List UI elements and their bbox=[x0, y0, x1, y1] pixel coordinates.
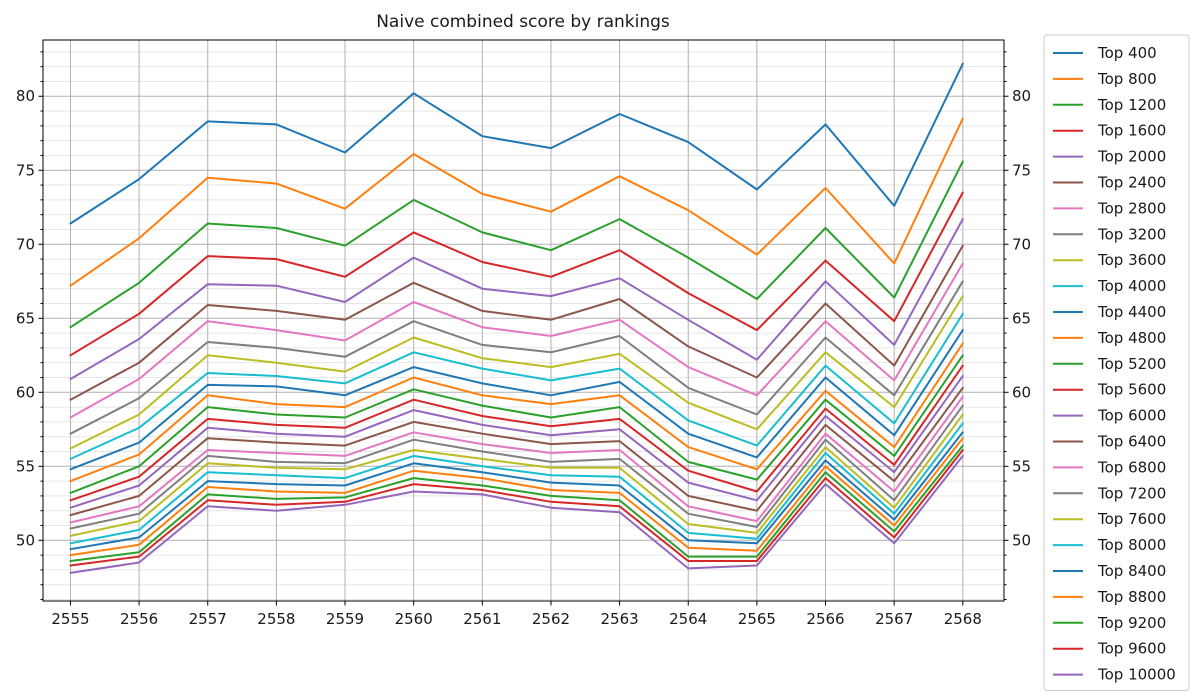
legend-label: Top 3600 bbox=[1097, 251, 1166, 269]
series-line bbox=[69, 329, 964, 471]
legend-label: Top 2400 bbox=[1097, 174, 1166, 192]
legend-label: Top 2800 bbox=[1097, 199, 1166, 217]
series-line bbox=[69, 449, 964, 567]
legend-label: Top 6800 bbox=[1097, 458, 1166, 476]
legend-label: Top 800 bbox=[1097, 70, 1157, 88]
series-line bbox=[69, 413, 964, 537]
series-line bbox=[69, 262, 964, 419]
legend-box bbox=[1043, 34, 1190, 691]
x-tick-label: 2564 bbox=[669, 610, 707, 628]
x-tick-label: 2558 bbox=[257, 610, 295, 628]
legend-label: Top 5200 bbox=[1097, 355, 1166, 373]
series-line bbox=[69, 354, 964, 494]
x-tick-label: 2565 bbox=[738, 610, 776, 628]
series-line bbox=[69, 218, 964, 380]
y-tick-label-right: 70 bbox=[1012, 235, 1031, 253]
x-tick-label: 2567 bbox=[875, 610, 913, 628]
legend-label: Top 1600 bbox=[1097, 122, 1166, 140]
series-line bbox=[69, 117, 964, 287]
plot-frame bbox=[42, 39, 1005, 602]
series-line bbox=[69, 454, 964, 574]
legend-label: Top 4400 bbox=[1097, 303, 1166, 321]
series-line bbox=[69, 191, 964, 357]
series-line bbox=[69, 160, 964, 329]
legend-label: Top 4800 bbox=[1097, 329, 1166, 347]
x-tick-label: 2562 bbox=[532, 610, 570, 628]
x-tick-label: 2566 bbox=[806, 610, 844, 628]
series-line bbox=[69, 395, 964, 524]
y-tick-label: 55 bbox=[16, 457, 35, 475]
legend-label: Top 10000 bbox=[1097, 666, 1176, 684]
series-line bbox=[69, 364, 964, 502]
y-tick-label: 60 bbox=[16, 383, 35, 401]
axes: 50 50 55 55 60 60 65 65 70 70 75 75 80 80 2555 2556 2557… bbox=[16, 51, 1031, 628]
y-tick-label-right: 65 bbox=[1012, 309, 1031, 327]
series-line bbox=[69, 444, 964, 562]
legend-label: Top 2000 bbox=[1097, 148, 1166, 166]
legend-label: Top 9200 bbox=[1097, 614, 1166, 632]
series-line bbox=[69, 312, 964, 460]
legend-label: Top 7600 bbox=[1097, 510, 1166, 528]
y-tick-label-right: 50 bbox=[1012, 531, 1031, 549]
chart-title: Naive combined score by rankings bbox=[376, 12, 670, 32]
y-tick-label: 75 bbox=[16, 161, 35, 179]
series-line bbox=[69, 244, 964, 401]
legend-label: Top 400 bbox=[1097, 44, 1157, 62]
series-lines bbox=[69, 62, 964, 574]
x-tick-label: 2568 bbox=[944, 610, 982, 628]
series-line bbox=[69, 342, 964, 483]
x-tick-label: 2555 bbox=[51, 610, 89, 628]
y-tick-label-right: 60 bbox=[1012, 383, 1031, 401]
legend-label: Top 6400 bbox=[1097, 433, 1166, 451]
y-tick-label: 50 bbox=[16, 531, 35, 549]
y-tick-label: 80 bbox=[16, 87, 35, 105]
series-line bbox=[69, 431, 964, 551]
y-tick-label-right: 55 bbox=[1012, 457, 1031, 475]
y-tick-label-right: 75 bbox=[1012, 161, 1031, 179]
y-tick-label: 70 bbox=[16, 235, 35, 253]
legend-label: Top 7200 bbox=[1097, 484, 1166, 502]
series-line bbox=[69, 422, 964, 545]
series-line bbox=[69, 295, 964, 450]
legend-label: Top 9600 bbox=[1097, 640, 1166, 658]
x-tick-label: 2563 bbox=[601, 610, 639, 628]
x-tick-label: 2561 bbox=[463, 610, 501, 628]
legend: Top 400 Top 800 Top 1200 Top 1600 Top 2000 To… bbox=[1043, 34, 1190, 691]
legend-label: Top 4000 bbox=[1097, 277, 1166, 295]
x-tick-label: 2556 bbox=[120, 610, 158, 628]
legend-label: Top 5600 bbox=[1097, 381, 1166, 399]
series-line bbox=[69, 404, 964, 530]
legend-label: Top 8800 bbox=[1097, 588, 1166, 606]
y-tick-label-right: 80 bbox=[1012, 87, 1031, 105]
legend-label: Top 1200 bbox=[1097, 96, 1166, 114]
series-line bbox=[69, 386, 964, 517]
x-tick-label: 2557 bbox=[189, 610, 227, 628]
series-line bbox=[69, 375, 964, 509]
series-line bbox=[69, 280, 964, 435]
legend-label: Top 8000 bbox=[1097, 536, 1166, 554]
legend-label: Top 3200 bbox=[1097, 225, 1166, 243]
x-tick-label: 2559 bbox=[326, 610, 364, 628]
legend-label: Top 6000 bbox=[1097, 407, 1166, 425]
y-tick-label: 65 bbox=[16, 309, 35, 327]
x-tick-label: 2560 bbox=[395, 610, 433, 628]
series-line bbox=[69, 62, 964, 225]
legend-label: Top 8400 bbox=[1097, 562, 1166, 580]
series-line bbox=[69, 437, 964, 557]
